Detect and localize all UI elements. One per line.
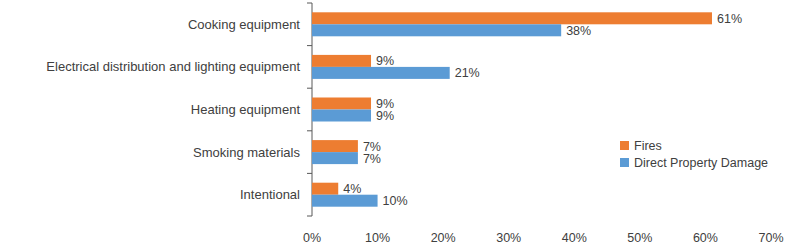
tick-label: 70%	[758, 231, 783, 245]
bar	[312, 24, 561, 36]
category-label: Electrical distribution and lighting equ…	[46, 59, 300, 74]
bar	[312, 67, 450, 79]
data-label: 7%	[363, 152, 381, 166]
tick-label: 20%	[431, 231, 456, 245]
bar	[312, 195, 378, 207]
legend-label: Fires	[634, 139, 662, 153]
chart: 0% 10% 20% 30% 40% 50% 60% 70% Cooking equipment…	[0, 0, 800, 248]
data-label: 21%	[455, 66, 480, 80]
data-label: 10%	[383, 194, 408, 208]
category-tick	[307, 173, 312, 174]
data-labels: 61%9%9%7%4%38%21%9%7%10%	[343, 12, 742, 208]
category-tick	[307, 3, 312, 4]
bar	[312, 140, 358, 152]
legend-label: Direct Property Damage	[634, 156, 768, 170]
value-axis	[312, 216, 771, 217]
bar	[312, 55, 371, 67]
bar	[312, 98, 371, 110]
data-label: 4%	[343, 182, 361, 196]
bars	[312, 12, 712, 206]
bar	[312, 152, 358, 164]
bar	[312, 12, 712, 24]
legend-swatch	[620, 141, 629, 150]
data-label: 61%	[717, 12, 742, 26]
legend: Fires Direct Property Damage	[620, 139, 768, 170]
data-label: 9%	[376, 54, 394, 68]
tick-label: 30%	[496, 231, 521, 245]
tick-label: 60%	[693, 231, 718, 245]
category-label: Cooking equipment	[188, 17, 300, 32]
category-label: Smoking materials	[193, 145, 300, 160]
category-tick	[307, 45, 312, 46]
bar	[312, 110, 371, 122]
data-label: 38%	[566, 24, 591, 38]
tick-label: 40%	[562, 231, 587, 245]
category-label: Intentional	[240, 187, 300, 202]
category-tick	[307, 88, 312, 89]
tick-label: 0%	[303, 231, 321, 245]
legend-swatch	[620, 158, 629, 167]
category-tick	[307, 216, 312, 217]
category-label: Heating equipment	[191, 102, 301, 117]
tick-label: 10%	[365, 231, 390, 245]
data-label: 9%	[376, 109, 394, 123]
bar	[312, 183, 338, 195]
category-tick	[307, 130, 312, 131]
tick-label: 50%	[627, 231, 652, 245]
chart-container: 0% 10% 20% 30% 40% 50% 60% 70% Cooking equipment…	[0, 0, 800, 248]
